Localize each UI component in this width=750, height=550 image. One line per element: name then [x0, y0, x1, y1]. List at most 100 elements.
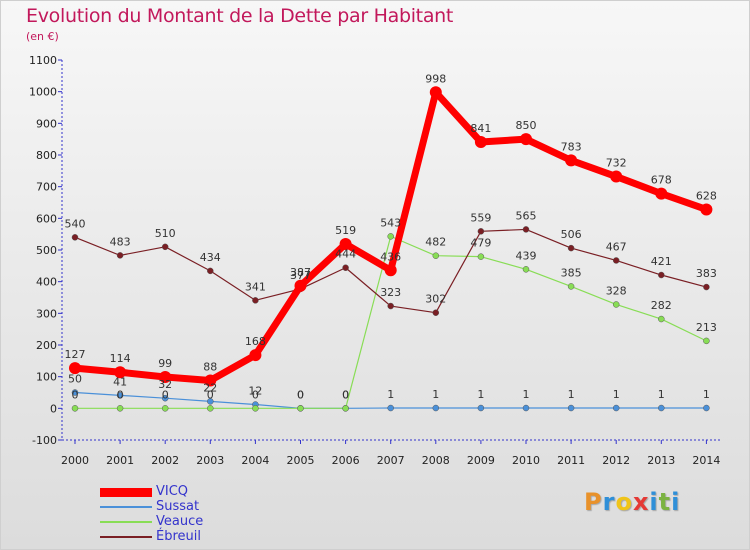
data-label: 41: [113, 375, 127, 388]
data-label: 439: [516, 249, 537, 262]
data-point: [432, 404, 440, 412]
x-tick-label: 2011: [557, 454, 585, 467]
y-tick-label: 0: [50, 402, 57, 415]
x-tick-label: 2014: [692, 454, 720, 467]
data-label: 0: [117, 388, 124, 401]
data-point: [477, 404, 485, 412]
logo-letter: x: [632, 488, 650, 516]
x-tick-label: 2006: [332, 454, 360, 467]
y-tick-label: 400: [36, 276, 57, 289]
data-point: [703, 404, 710, 412]
data-label: 628: [696, 189, 717, 202]
data-point: [387, 233, 394, 240]
data-label: 421: [651, 255, 672, 268]
legend-label: Sussat: [156, 499, 200, 514]
data-label: 436: [380, 250, 401, 263]
data-label: 678: [651, 174, 672, 187]
data-label: 506: [561, 228, 582, 241]
data-label: 998: [425, 72, 446, 85]
data-label: 32: [158, 378, 172, 391]
logo-letter: i: [671, 488, 681, 516]
data-label: 50: [68, 373, 82, 386]
data-point: [700, 203, 713, 216]
chart-subtitle: (en €): [26, 30, 59, 43]
data-label: 302: [425, 293, 446, 306]
data-point: [703, 337, 710, 345]
data-label: 434: [200, 251, 221, 264]
data-point: [658, 315, 665, 323]
data-label: 510: [155, 227, 176, 240]
data-label: 479: [470, 237, 491, 250]
data-label: 0: [342, 388, 349, 401]
data-point: [161, 405, 169, 412]
data-point: [387, 302, 394, 310]
data-label: 841: [470, 122, 491, 135]
legend-swatch: [100, 506, 152, 508]
data-point: [477, 228, 485, 235]
data-label: 1: [432, 388, 439, 401]
data-point: [477, 253, 485, 260]
x-tick-label: 2000: [61, 454, 89, 467]
data-point: [474, 136, 487, 149]
y-tick-label: 1000: [29, 86, 57, 99]
data-point: [161, 394, 169, 402]
logo-letter: i: [649, 488, 659, 516]
data-point: [520, 133, 532, 146]
data-label: 0: [252, 388, 259, 401]
data-point: [159, 370, 172, 383]
data-label: 0: [342, 388, 349, 401]
y-tick-label: 700: [36, 181, 57, 194]
data-point: [69, 362, 81, 375]
data-point: [565, 154, 578, 167]
data-label: 0: [297, 388, 304, 401]
data-label: 1: [568, 388, 575, 401]
data-point: [207, 267, 214, 275]
data-label: 282: [651, 299, 672, 312]
data-point: [339, 237, 352, 250]
y-tick-label: 100: [36, 371, 57, 384]
data-point: [703, 283, 710, 291]
data-label: 0: [72, 388, 79, 401]
data-point: [429, 86, 442, 99]
data-point: [658, 271, 665, 279]
data-point: [342, 405, 349, 412]
data-label: 850: [516, 119, 537, 132]
data-label: 0: [162, 388, 169, 401]
legend-swatch: [100, 487, 152, 497]
data-point: [384, 264, 397, 277]
data-label: 732: [606, 157, 627, 170]
data-label: 22: [203, 381, 217, 394]
data-label: 99: [158, 357, 172, 370]
data-point: [252, 297, 259, 304]
logo-letter: r: [602, 488, 616, 516]
data-point: [655, 187, 668, 200]
logo-letter: t: [658, 488, 672, 516]
data-label: 444: [335, 248, 356, 261]
data-label: 341: [245, 280, 266, 293]
data-label: 482: [425, 236, 446, 249]
data-label: 12: [248, 385, 262, 398]
data-label: 467: [606, 240, 627, 253]
legend-swatch: [100, 521, 152, 523]
data-label: 114: [110, 352, 131, 365]
data-point: [114, 366, 127, 379]
data-point: [387, 404, 394, 412]
data-point: [567, 244, 575, 252]
data-point: [71, 389, 79, 396]
x-tick-label: 2012: [602, 454, 630, 467]
data-label: 168: [245, 335, 266, 348]
data-label: 783: [561, 140, 582, 153]
data-point: [116, 392, 124, 399]
data-label: 0: [207, 388, 214, 401]
data-point: [294, 279, 307, 292]
data-point: [204, 374, 217, 387]
data-point: [432, 252, 440, 259]
x-tick-label: 2007: [377, 454, 405, 467]
data-label: 1: [387, 388, 394, 401]
y-tick-label: 1100: [29, 54, 57, 67]
data-point: [522, 266, 530, 273]
data-point: [612, 404, 620, 412]
data-label: 88: [203, 360, 217, 373]
